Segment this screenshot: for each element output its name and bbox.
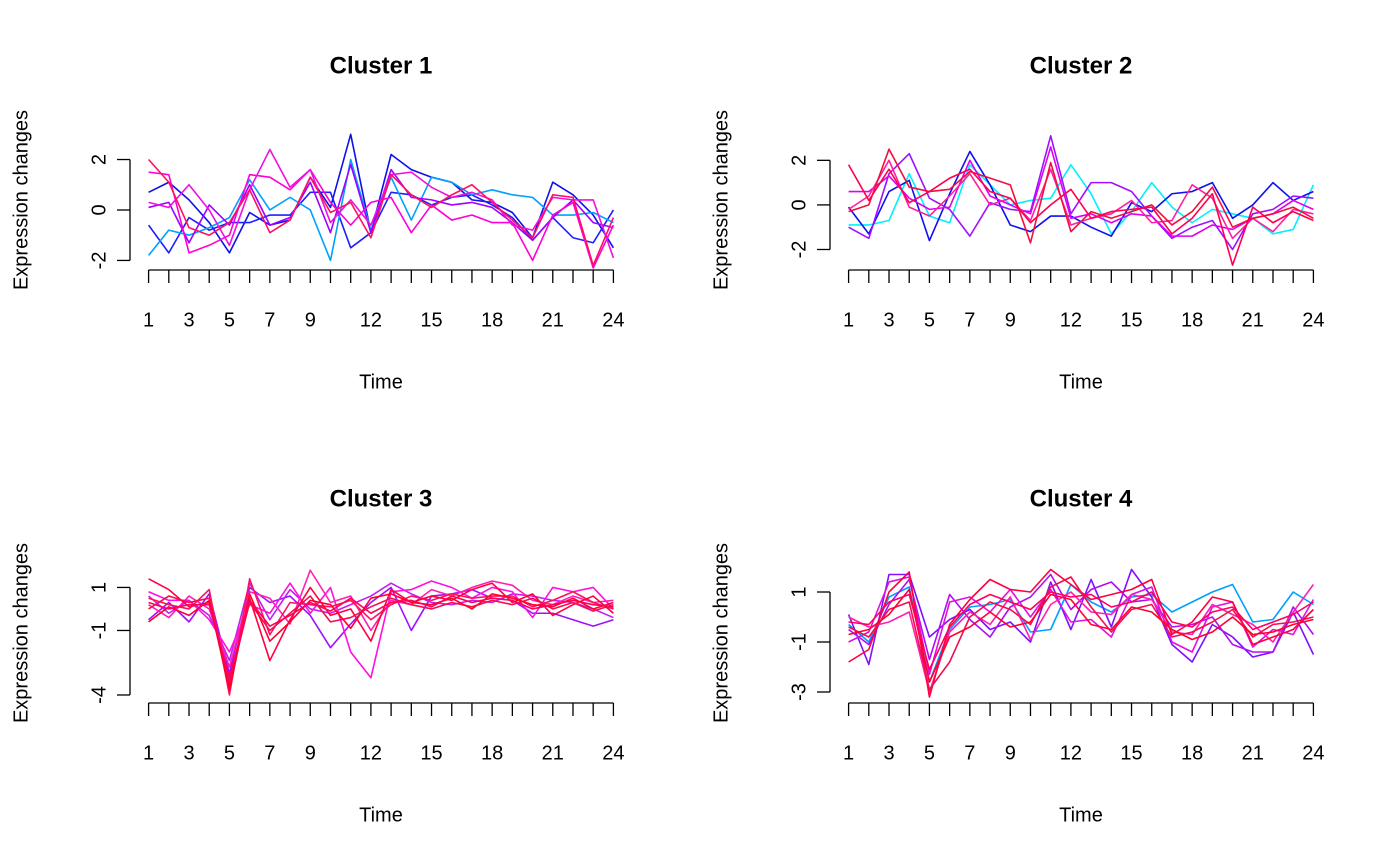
- x-tick-label: 1: [843, 742, 854, 764]
- x-axis-label: Time: [1059, 371, 1103, 393]
- series-line: [848, 573, 1315, 661]
- x-tick-label: 15: [1120, 742, 1142, 764]
- y-tick-label: 0: [88, 204, 110, 215]
- x-tick-label: 24: [1302, 742, 1324, 764]
- x-tick-label: 5: [224, 309, 235, 331]
- x-tick-label: 7: [964, 309, 975, 331]
- x-tick-label: 1: [143, 742, 154, 764]
- y-tick-label: 1: [788, 586, 810, 597]
- series-line: [148, 148, 615, 259]
- y-tick-label: -3: [788, 683, 810, 701]
- x-tick-label: 15: [1120, 309, 1142, 331]
- panel: Cluster 4 Time Expression changes 1 3 5 7 9 12 15…: [710, 485, 1324, 826]
- panel: Cluster 3 Time Expression changes 1 3 5 7 9 12 15…: [10, 485, 624, 826]
- series-line: [848, 148, 1314, 244]
- x-tick-label: 21: [1242, 309, 1264, 331]
- x-tick-label: 18: [1181, 742, 1203, 764]
- y-axis-label: Expression changes: [710, 110, 732, 290]
- panel: Cluster 1 Time Expression changes 1 3 5 7 9 12 15…: [10, 52, 624, 393]
- x-tick-label: 24: [1302, 309, 1324, 331]
- y-tick-label: 2: [88, 154, 110, 165]
- x-tick-label: 1: [143, 309, 154, 331]
- x-tick-label: 12: [1060, 742, 1082, 764]
- y-tick-label: -1: [788, 633, 810, 651]
- x-tick-label: 15: [420, 742, 442, 764]
- series-line: [148, 569, 614, 668]
- x-tick-label: 18: [481, 742, 503, 764]
- x-tick-label: 12: [360, 309, 382, 331]
- x-tick-label: 3: [883, 742, 894, 764]
- x-tick-label: 9: [1005, 309, 1016, 331]
- series-line: [848, 576, 1314, 691]
- y-axis-label: Expression changes: [710, 543, 732, 723]
- series-line: [147, 158, 615, 267]
- x-tick-label: 7: [964, 742, 975, 764]
- y-tick-label: 0: [788, 199, 810, 210]
- y-tick-label: -4: [88, 686, 110, 704]
- x-axis-label: Time: [1059, 804, 1103, 826]
- x-tick-label: 12: [360, 742, 382, 764]
- x-tick-label: 5: [224, 742, 235, 764]
- x-axis-label: Time: [359, 804, 403, 826]
- x-tick-label: 7: [264, 742, 275, 764]
- series-line: [848, 588, 1314, 683]
- x-tick-label: 7: [264, 309, 275, 331]
- x-tick-label: 24: [602, 309, 624, 331]
- y-tick-label: -1: [88, 622, 110, 640]
- series-line: [847, 568, 1315, 666]
- chart-title: Cluster 1: [330, 52, 433, 79]
- x-tick-label: 1: [843, 309, 854, 331]
- y-tick-label: -2: [88, 252, 110, 270]
- series-line: [147, 158, 614, 262]
- x-tick-label: 5: [924, 309, 935, 331]
- series-line: [847, 164, 1314, 266]
- x-tick-label: 21: [542, 309, 564, 331]
- y-tick-label: -2: [788, 241, 810, 259]
- series-line: [848, 591, 1314, 671]
- series-line: [148, 595, 614, 679]
- x-tick-label: 3: [183, 742, 194, 764]
- y-axis-label: Expression changes: [10, 110, 32, 290]
- chart-title: Cluster 2: [1030, 52, 1133, 79]
- x-tick-label: 9: [305, 742, 316, 764]
- y-tick-label: 1: [88, 582, 110, 593]
- chart-title: Cluster 3: [330, 485, 433, 512]
- y-tick-label: 2: [788, 155, 810, 166]
- series-line: [148, 580, 614, 679]
- x-tick-label: 24: [602, 742, 624, 764]
- chart-title: Cluster 4: [1030, 485, 1133, 512]
- series-line: [148, 133, 615, 254]
- y-axis-label: Expression changes: [10, 543, 32, 723]
- x-tick-label: 15: [420, 309, 442, 331]
- x-tick-label: 3: [883, 309, 894, 331]
- x-tick-label: 3: [183, 309, 194, 331]
- panel: Cluster 2 Time Expression changes 1 3 5 7 9 12 15…: [710, 52, 1324, 393]
- x-tick-label: 9: [1005, 742, 1016, 764]
- series-line: [148, 593, 614, 692]
- series-line: [848, 146, 1314, 237]
- series-line: [148, 168, 615, 269]
- x-axis-label: Time: [359, 371, 403, 393]
- x-tick-label: 18: [1181, 309, 1203, 331]
- series-line: [848, 163, 1315, 235]
- x-tick-label: 9: [305, 309, 316, 331]
- x-tick-label: 12: [1060, 309, 1082, 331]
- x-tick-label: 21: [542, 742, 564, 764]
- x-tick-label: 21: [1242, 742, 1264, 764]
- x-tick-label: 18: [481, 309, 503, 331]
- x-tick-label: 5: [924, 742, 935, 764]
